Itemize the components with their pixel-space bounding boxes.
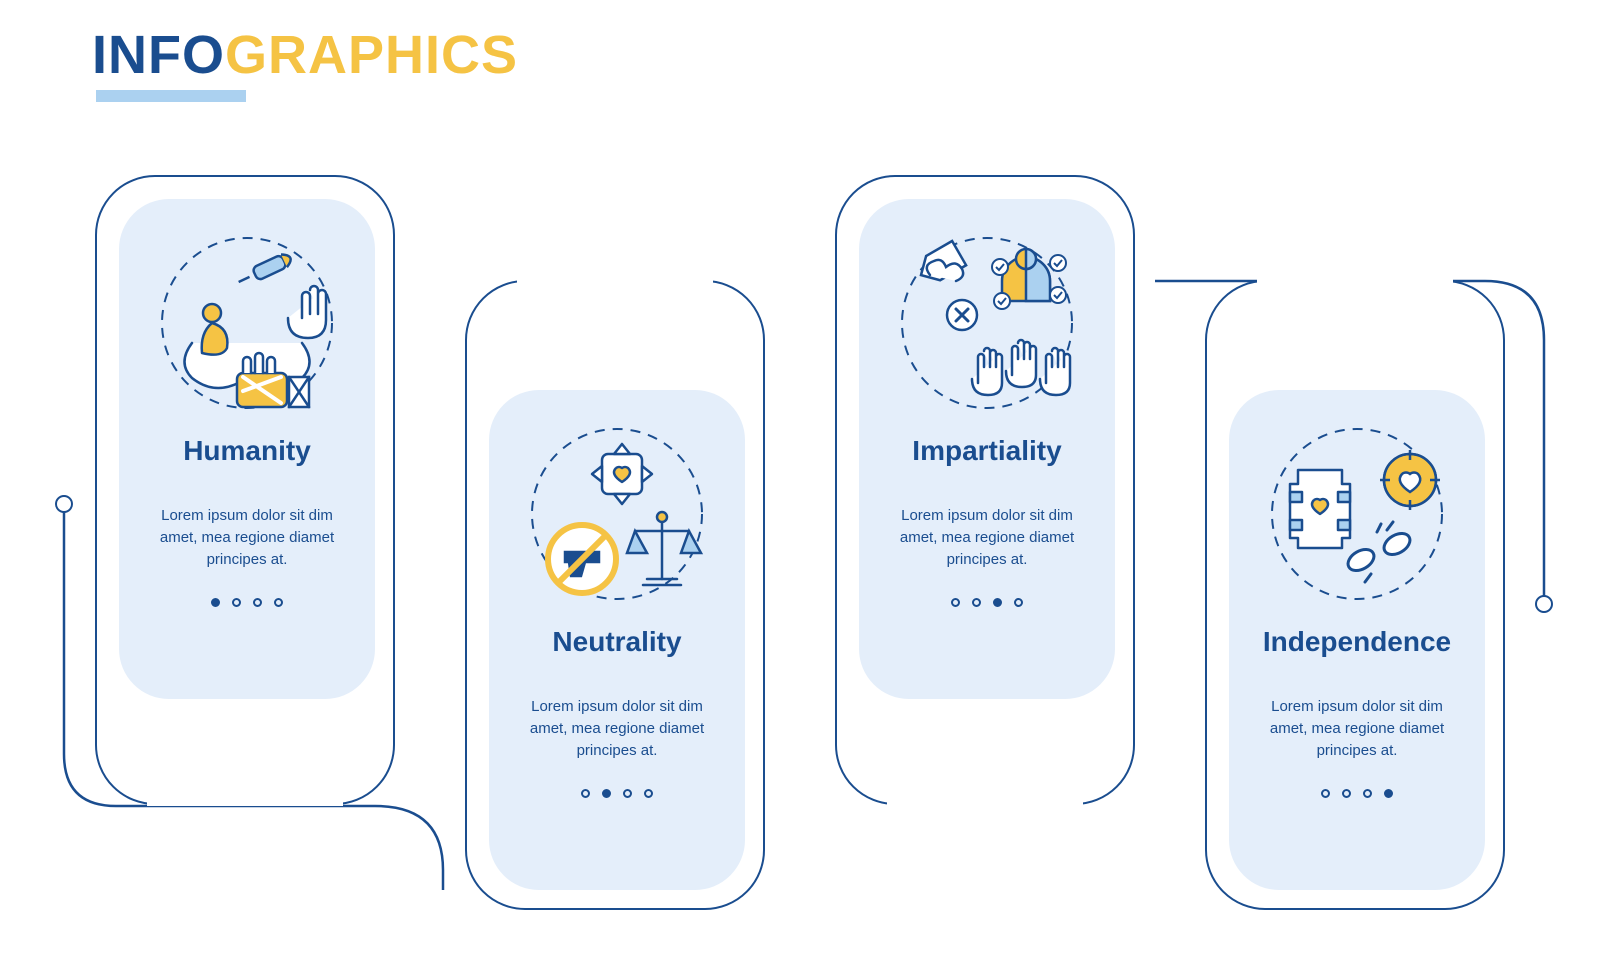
impartiality-icon — [882, 223, 1092, 423]
stage: Humanity Lorem ipsum dolor sit dim amet,… — [55, 150, 1557, 950]
dot — [581, 789, 590, 798]
card-open-edge — [147, 800, 343, 806]
card-dots — [211, 598, 283, 607]
dot — [993, 598, 1002, 607]
dot — [951, 598, 960, 607]
card-open-edge — [1257, 279, 1453, 285]
title-part-2: GRAPHICS — [225, 25, 518, 85]
card-body: Lorem ipsum dolor sit dim amet, mea regi… — [1247, 696, 1467, 761]
card-title: Neutrality — [552, 626, 681, 658]
dot — [1342, 789, 1351, 798]
dot — [623, 789, 632, 798]
card-impartiality: Impartiality Lorem ipsum dolor sit dim a… — [835, 175, 1135, 805]
card-body: Lorem ipsum dolor sit dim amet, mea regi… — [507, 696, 727, 761]
card-open-edge — [887, 800, 1083, 806]
title-part-1: INFO — [92, 25, 225, 85]
card-title: Independence — [1263, 626, 1451, 658]
card-dots — [581, 789, 653, 798]
dot — [602, 789, 611, 798]
card-dots — [951, 598, 1023, 607]
card-title: Impartiality — [912, 435, 1061, 467]
dot — [1363, 789, 1372, 798]
card-dots — [1321, 789, 1393, 798]
independence-icon — [1252, 414, 1462, 614]
dot — [232, 598, 241, 607]
card-inner: Independence Lorem ipsum dolor sit dim a… — [1229, 390, 1485, 890]
dot — [211, 598, 220, 607]
card-inner: Humanity Lorem ipsum dolor sit dim amet,… — [119, 199, 375, 699]
card-body: Lorem ipsum dolor sit dim amet, mea regi… — [877, 505, 1097, 570]
humanity-icon — [142, 223, 352, 423]
card-inner: Impartiality Lorem ipsum dolor sit dim a… — [859, 199, 1115, 699]
connector-ring-right — [1535, 595, 1553, 613]
dot — [972, 598, 981, 607]
dot — [1321, 789, 1330, 798]
card-humanity: Humanity Lorem ipsum dolor sit dim amet,… — [95, 175, 395, 805]
card-neutrality: Neutrality Lorem ipsum dolor sit dim ame… — [465, 280, 765, 910]
dot — [274, 598, 283, 607]
card-independence: Independence Lorem ipsum dolor sit dim a… — [1205, 280, 1505, 910]
connector-ring-left — [55, 495, 73, 513]
page-title: INFOGRAPHICS — [92, 28, 518, 82]
dot — [1014, 598, 1023, 607]
card-inner: Neutrality Lorem ipsum dolor sit dim ame… — [489, 390, 745, 890]
card-title: Humanity — [183, 435, 311, 467]
title-underline — [96, 90, 246, 102]
neutrality-icon — [512, 414, 722, 614]
dot — [1384, 789, 1393, 798]
card-body: Lorem ipsum dolor sit dim amet, mea regi… — [137, 505, 357, 570]
header: INFOGRAPHICS — [92, 28, 518, 102]
dot — [644, 789, 653, 798]
card-open-edge — [517, 279, 713, 285]
dot — [253, 598, 262, 607]
